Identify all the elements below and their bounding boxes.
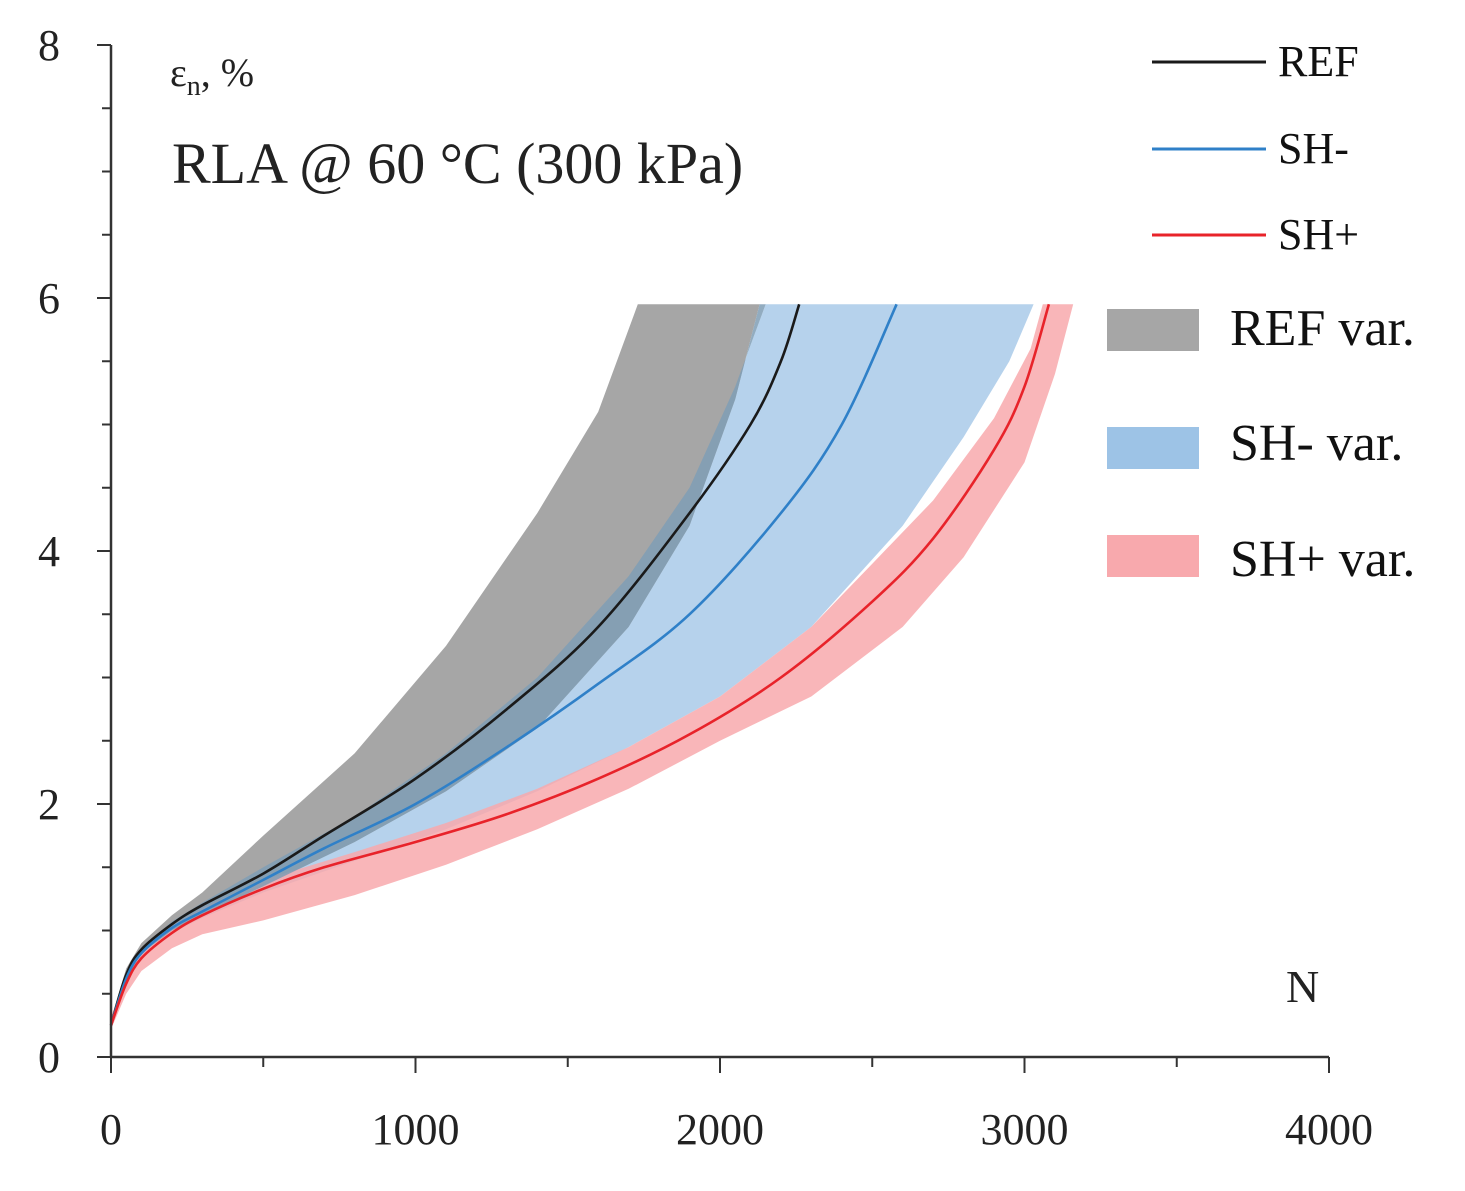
legend-label-sh-plus-var: SH+ var. [1230,531,1415,588]
y-axis-label-main: ε [170,50,187,95]
y-tick-label: 8 [38,21,60,70]
x-tick-label: 3000 [981,1105,1069,1154]
y-tick-label: 4 [38,527,60,576]
x-tick-label: 4000 [1285,1105,1373,1154]
y-axis-label-suffix: , % [201,50,254,95]
y-tick-label: 0 [38,1033,60,1082]
bands-layer [111,304,1074,1030]
y-tick-label: 2 [38,780,60,829]
legend-label-ref-var: REF var. [1230,300,1415,357]
legend-swatch-sh-minus-var [1107,427,1199,469]
legend-label-sh-minus-var: SH- var. [1230,415,1403,472]
ticks-layer: 0 2 4 6 8 0 1000 2000 3000 4000 [38,21,1373,1154]
band-ref-var [111,304,760,1026]
legend-label-sh-plus: SH+ [1278,210,1359,259]
y-tick-label: 6 [38,274,60,323]
x-tick-label: 1000 [372,1105,460,1154]
y-axis-label-sub: n [187,71,201,102]
series-line-sh-plus [109,303,1051,1026]
legend: REF SH- SH+ REF var. SH- var. SH+ var. [1107,37,1415,588]
legend-label-ref: REF [1278,37,1359,86]
legend-label-sh-minus: SH- [1278,124,1349,173]
legend-swatch-ref-var [1107,309,1199,351]
series-line-sh-minus [109,303,898,1026]
x-axis-label: N [1286,961,1319,1012]
series-line-ref [109,303,801,1026]
chart-title: RLA @ 60 °C (300 kPa) [172,131,743,196]
x-tick-label: 2000 [676,1105,764,1154]
legend-swatch-sh-plus-var [1107,535,1199,577]
lines-layer [109,303,1051,1026]
x-tick-label: 0 [100,1105,122,1154]
y-axis-label: εn, % [170,50,254,102]
